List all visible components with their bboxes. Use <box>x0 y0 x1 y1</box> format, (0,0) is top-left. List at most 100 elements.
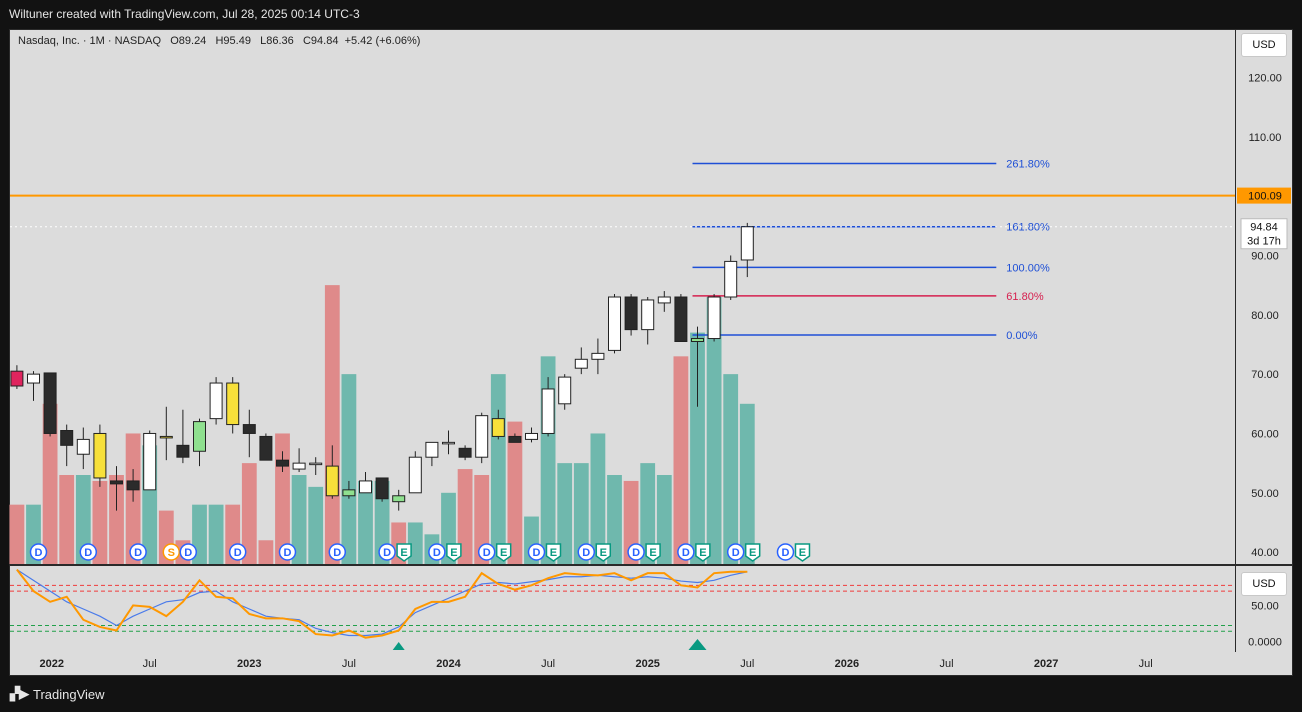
legend-change: +5.42 (+6.06%) <box>344 35 421 47</box>
event-marker-letter: E <box>749 547 756 559</box>
time-tick-label: Jul <box>1139 658 1153 670</box>
last-price-label: 94.84 <box>1250 222 1278 234</box>
time-axis: 2022 Jul 2023 Jul 2024 Jul 2025 Jul 2026 Jul 2027 J… <box>40 658 1153 670</box>
event-marker-letter: E <box>550 547 557 559</box>
volume-bar <box>739 403 755 564</box>
event-marker-letter: D <box>134 547 142 559</box>
price-tick-label: 110.00 <box>1249 132 1282 144</box>
earnings-marker <box>695 543 711 562</box>
candle-body <box>359 480 372 494</box>
time-tick-label: Jul <box>939 658 953 670</box>
buy-signal-marker <box>688 639 707 650</box>
legend-symbol: Nasdaq, Inc. · 1M · NASDAQ <box>18 35 162 47</box>
candle-body <box>76 438 90 455</box>
event-marker-letter: D <box>383 547 391 559</box>
dividend-marker <box>378 543 396 561</box>
candle-body <box>392 495 406 503</box>
legend-low: L86.36 <box>260 35 294 47</box>
time-tick-label: Jul <box>541 658 555 670</box>
event-marker-letter: D <box>632 547 640 559</box>
volume-bar <box>640 463 656 564</box>
volume-bar <box>607 475 622 564</box>
candle-body <box>110 480 123 485</box>
volume-bar <box>358 480 373 564</box>
time-tick-label: 2023 <box>237 658 261 670</box>
oscillator-fast-line <box>16 568 748 639</box>
event-marker-letter: E <box>799 547 806 559</box>
event-marker-letter: D <box>533 547 541 559</box>
candle-body <box>541 388 555 434</box>
event-marker-letter: D <box>35 547 43 559</box>
dividend-marker <box>428 543 446 561</box>
event-marker-letter: D <box>483 547 491 559</box>
candle-body <box>375 477 389 500</box>
candle-body <box>508 435 522 443</box>
time-tick-label: 2026 <box>835 658 859 670</box>
candle-body <box>159 435 173 439</box>
volume-bar <box>590 433 606 564</box>
bar-countdown-label: 3d 17h <box>1247 236 1281 248</box>
volume-bar <box>42 403 58 564</box>
event-marker-letter: D <box>184 547 192 559</box>
tradingview-logo[interactable]: ▞▶ TradingView <box>10 686 105 702</box>
dividend-marker <box>477 543 496 561</box>
oscillator-tick-label: 50.00 <box>1251 600 1279 612</box>
candle-body <box>740 226 754 261</box>
volume-bar <box>673 356 689 564</box>
earnings-marker <box>446 543 462 562</box>
legend-high: H95.49 <box>215 35 251 47</box>
candle-body <box>143 432 157 491</box>
candle-body <box>657 296 671 304</box>
price-tick-label: 80.00 <box>1251 310 1279 322</box>
time-tick-label: Jul <box>740 658 754 670</box>
candle-body <box>276 459 289 467</box>
event-marker-letter: E <box>699 547 706 559</box>
event-marker-letter: D <box>782 547 790 559</box>
earnings-marker <box>645 543 661 562</box>
symbol-legend: Nasdaq, Inc. · 1M · NASDAQ O89.24 H95.49… <box>18 35 420 47</box>
event-marker-letter: D <box>582 547 590 559</box>
price-tick-label: 40.00 <box>1251 547 1279 559</box>
price-axis: 40.0050.0060.0070.0080.0090.00100.00110.… <box>1237 72 1291 559</box>
volume-bar <box>407 522 423 564</box>
legend-open: O89.24 <box>170 35 207 47</box>
volume-bar <box>623 480 639 564</box>
candle-body <box>558 376 572 405</box>
dividend-marker <box>278 543 297 561</box>
price-tick-label: 60.00 <box>1251 428 1279 440</box>
time-tick-label: 2027 <box>1034 658 1058 670</box>
earnings-marker <box>495 543 512 562</box>
volume-bar <box>656 475 672 564</box>
candles <box>10 222 754 511</box>
event-marker-letter: D <box>84 547 92 559</box>
candle-body <box>126 480 140 491</box>
volume-bar <box>690 332 705 564</box>
resistance-price-label: 100.09 <box>1248 191 1282 203</box>
earnings-marker <box>595 543 612 562</box>
time-tick-label: 2022 <box>40 658 64 670</box>
currency-button[interactable]: USD <box>1241 33 1287 57</box>
tradingview-logo-text: TradingView <box>33 686 105 702</box>
last-price-tag <box>1240 218 1288 250</box>
volume-bar <box>308 486 324 564</box>
price-tick-label: 70.00 <box>1251 369 1279 381</box>
candle-body <box>491 418 505 437</box>
candle-body <box>259 435 273 461</box>
event-marker-letter: S <box>168 547 175 559</box>
dividend-marker <box>328 543 347 561</box>
oscillator-currency-button[interactable]: USD <box>1241 572 1287 596</box>
fib-levels: 261.80% 161.80% 100.00% 61.80% 0.00% <box>692 159 1050 342</box>
candle-body <box>176 444 190 458</box>
event-marker-letter: E <box>500 547 507 559</box>
earnings-marker <box>396 543 412 562</box>
fib-level-label: 0.00% <box>1006 330 1037 342</box>
fib-level-label: 61.80% <box>1006 291 1044 303</box>
price-tick-label: 120.00 <box>1248 72 1282 84</box>
event-marker-letter: D <box>682 547 690 559</box>
volume-bar <box>258 540 274 564</box>
volume-bar <box>109 475 124 564</box>
dividend-marker <box>179 543 198 561</box>
candle-body <box>442 441 455 445</box>
